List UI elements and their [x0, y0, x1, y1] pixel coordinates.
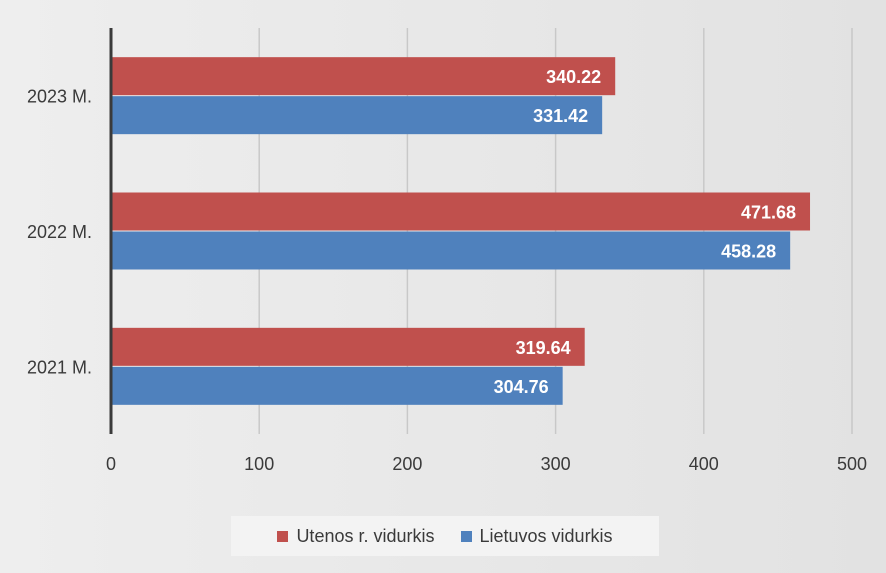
data-label-lietuvos-1: 458.28	[721, 242, 776, 262]
x-tick-label-0: 0	[106, 454, 116, 474]
bar-lietuvos-0	[111, 96, 603, 135]
data-label-utenos-1: 471.68	[741, 203, 796, 223]
bar-utenos-1	[111, 192, 811, 231]
legend: Utenos r. vidurkis Lietuvos vidurkis	[231, 516, 659, 556]
x-tick-label-400: 400	[689, 454, 719, 474]
x-tick-label-300: 300	[541, 454, 571, 474]
bar-lietuvos-1	[111, 231, 791, 270]
x-tick-label-500: 500	[837, 454, 867, 474]
category-label-2: 2021 M.	[27, 357, 92, 377]
bar-lietuvos-2	[111, 366, 563, 405]
data-label-utenos-0: 340.22	[546, 67, 601, 87]
legend-item-utenos: Utenos r. vidurkis	[277, 525, 435, 547]
category-label-1: 2022 M.	[27, 222, 92, 242]
x-tick-label-200: 200	[392, 454, 422, 474]
bar-utenos-2	[111, 327, 585, 366]
legend-swatch-utenos	[277, 530, 289, 542]
data-label-lietuvos-2: 304.76	[494, 377, 549, 397]
legend-label-utenos: Utenos r. vidurkis	[296, 525, 435, 546]
legend-swatch-lietuvos	[460, 530, 472, 542]
legend-label-lietuvos: Lietuvos vidurkis	[479, 525, 613, 546]
x-tick-label-100: 100	[244, 454, 274, 474]
legend-item-lietuvos: Lietuvos vidurkis	[460, 525, 613, 547]
bar-utenos-0	[111, 57, 616, 96]
data-label-lietuvos-0: 331.42	[533, 106, 588, 126]
category-label-0: 2023 M.	[27, 87, 92, 107]
data-label-utenos-2: 319.64	[516, 338, 571, 358]
